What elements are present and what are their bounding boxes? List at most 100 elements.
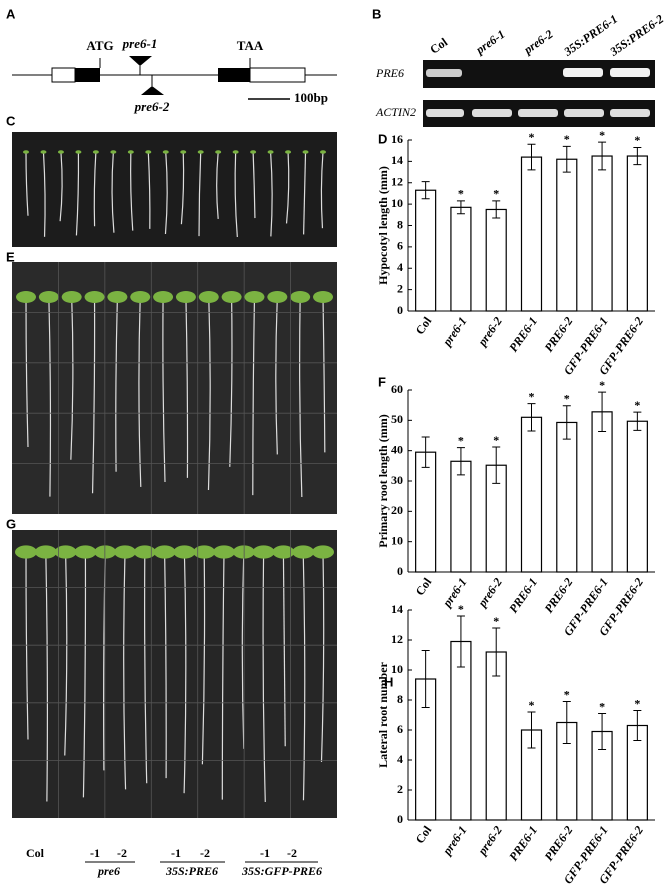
- x-tick-label: Col: [413, 314, 435, 337]
- error-bar: [562, 405, 571, 440]
- group-label: 35S:PRE6: [165, 864, 218, 878]
- y-tick-label: 16: [391, 132, 403, 146]
- root: [138, 296, 142, 487]
- error-bar: [527, 711, 536, 749]
- error-bar: [633, 411, 642, 431]
- leaf: [320, 150, 326, 154]
- y-axis-label: Lateral root number: [376, 661, 390, 767]
- y-tick-label: 4: [397, 752, 403, 766]
- y-tick-label: 2: [397, 281, 403, 295]
- gene-label: TAA: [237, 38, 264, 53]
- root: [164, 551, 167, 779]
- band: [518, 109, 558, 117]
- y-tick-label: 30: [391, 473, 403, 487]
- y-tick-label: 12: [391, 175, 403, 189]
- exon: [75, 68, 100, 82]
- significance-label: *: [564, 392, 570, 406]
- root: [48, 296, 52, 497]
- lane-label: Col: [427, 35, 450, 57]
- lane-label: pre6-2: [520, 27, 555, 57]
- root: [207, 296, 211, 490]
- leaf: [61, 291, 82, 303]
- band: [426, 69, 462, 77]
- gel: Col pre6-1 pre6-2 35S:PRE6-1 35S:PRE6-2 …: [375, 12, 666, 127]
- y-axis-label: Primary root length (mm): [376, 414, 390, 547]
- root: [162, 296, 166, 483]
- y-tick-label: 8: [397, 217, 403, 231]
- leaf: [84, 291, 105, 303]
- leaf: [114, 545, 136, 559]
- root: [111, 151, 115, 233]
- bar: [450, 640, 472, 821]
- y-tick-label: 10: [391, 533, 403, 547]
- leaf: [57, 150, 64, 154]
- root: [229, 296, 233, 467]
- bar: [520, 416, 543, 573]
- root: [252, 296, 256, 496]
- significance-label: *: [529, 130, 535, 144]
- leaf: [221, 291, 242, 303]
- leaf: [34, 545, 57, 559]
- leaf: [180, 150, 187, 154]
- significance-label: *: [599, 378, 605, 392]
- significance-label: *: [529, 389, 535, 403]
- leaf: [175, 291, 196, 303]
- panel-label: F: [378, 374, 386, 389]
- leaf: [107, 291, 128, 303]
- root: [185, 296, 189, 478]
- x-tick-label: PRE6-2: [541, 314, 575, 354]
- y-axis-label: Hypocotyl length (mm): [376, 166, 390, 285]
- root: [70, 296, 74, 460]
- seedling-photo: [12, 262, 337, 514]
- panel-label: H: [384, 674, 393, 689]
- group-label: 35S:GFP-PRE6: [241, 864, 322, 878]
- root: [201, 551, 206, 765]
- genotype-label: -1: [260, 846, 270, 860]
- leaf: [110, 150, 117, 154]
- genotype-label: Col: [26, 846, 45, 860]
- group-label: pre6: [97, 864, 120, 878]
- error-bar: [598, 391, 607, 433]
- y-tick-label: 0: [397, 812, 403, 826]
- significance-label: *: [564, 132, 570, 146]
- leaf: [133, 545, 156, 559]
- significance-label: *: [634, 398, 640, 412]
- leaf: [162, 150, 169, 154]
- significance-label: *: [634, 133, 640, 147]
- leaf: [153, 291, 174, 303]
- leaf: [153, 545, 176, 559]
- leaf: [215, 150, 222, 154]
- x-tick-label: pre6-1: [439, 575, 469, 610]
- root: [144, 551, 148, 784]
- genotype-label: -2: [200, 846, 210, 860]
- leaf: [40, 150, 47, 154]
- x-tick-label: pre6-2: [475, 575, 505, 610]
- significance-label: *: [493, 187, 499, 201]
- x-tick-label: Col: [413, 575, 435, 598]
- leaf: [127, 150, 134, 154]
- root: [269, 151, 273, 237]
- significance-label: *: [493, 433, 499, 447]
- root: [42, 151, 46, 237]
- y-tick-label: 10: [391, 196, 403, 210]
- root: [234, 151, 238, 238]
- leaf: [292, 545, 315, 559]
- panel-label: D: [378, 131, 387, 146]
- leaf: [250, 150, 257, 154]
- root: [115, 296, 118, 472]
- root: [299, 296, 303, 498]
- y-tick-label: 40: [391, 442, 403, 456]
- leaf: [244, 291, 265, 303]
- y-tick-label: 10: [391, 662, 403, 676]
- root: [322, 296, 326, 453]
- leaf: [193, 545, 216, 559]
- root: [180, 151, 185, 225]
- error-bar: [562, 701, 571, 744]
- root: [130, 151, 134, 231]
- root: [216, 151, 219, 219]
- bar: [591, 155, 613, 312]
- significance-label: *: [529, 698, 535, 712]
- root: [303, 151, 307, 235]
- root: [82, 551, 87, 798]
